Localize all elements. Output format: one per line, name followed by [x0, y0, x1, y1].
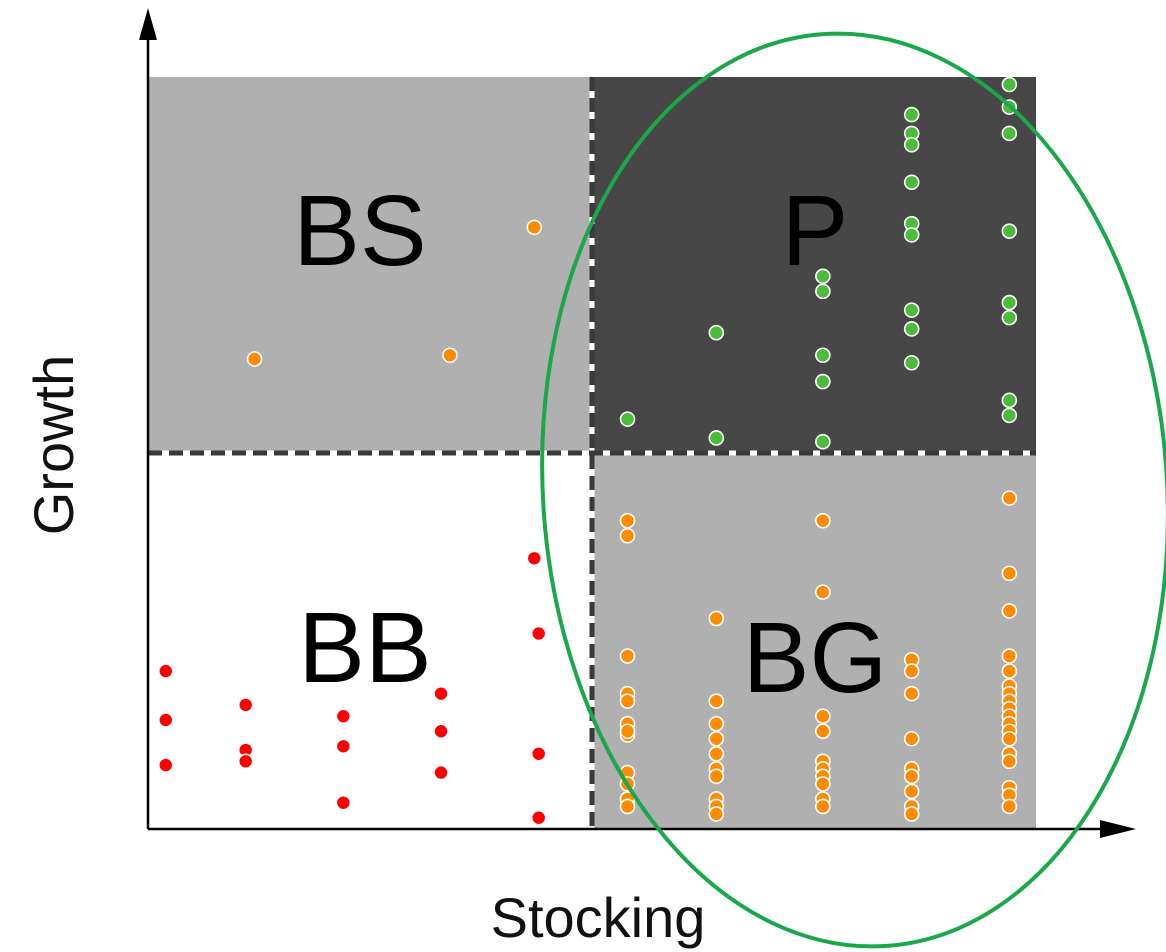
red-point-7: [335, 708, 352, 725]
orange-point-20: [708, 745, 725, 762]
green-point-22: [1001, 294, 1018, 311]
green-point-1: [619, 411, 636, 427]
x-axis-label: Stocking: [491, 886, 706, 949]
orange-point-44: [903, 806, 920, 822]
red-point-16: [530, 809, 547, 826]
orange-point-41: [903, 768, 920, 785]
red-point-6: [237, 753, 254, 770]
green-point-18: [1001, 76, 1018, 93]
orange-point-28: [815, 708, 831, 725]
orange-point-45: [1001, 490, 1018, 506]
quadrant-bg: [592, 453, 1036, 829]
green-point-24: [1001, 392, 1018, 409]
x-axis-arrowhead: [1100, 820, 1136, 838]
orange-point-39: [903, 730, 920, 747]
y-axis-arrowhead: [139, 8, 157, 40]
orange-point-4: [619, 512, 636, 529]
quadrant-bb: [148, 453, 592, 829]
quadrant-labels: BS P BB BG: [293, 175, 887, 714]
orange-point-19: [708, 730, 725, 747]
orange-point-18: [708, 715, 725, 732]
green-point-15: [903, 302, 920, 318]
green-point-25: [1001, 407, 1018, 424]
quadrant-backgrounds: [148, 77, 1036, 829]
green-point-16: [903, 321, 920, 337]
orange-point-26: [815, 512, 831, 529]
green-point-3: [708, 430, 725, 446]
red-point-8: [335, 738, 352, 755]
green-point-4: [815, 268, 831, 285]
orange-point-37: [903, 663, 920, 679]
orange-point-27: [815, 584, 831, 600]
green-point-11: [903, 136, 920, 153]
orange-point-49: [1001, 663, 1018, 679]
orange-point-25: [708, 806, 725, 822]
quadrant-label-bs: BS: [293, 175, 426, 287]
red-point-9: [335, 794, 352, 811]
green-point-21: [1001, 223, 1018, 239]
quadrant-bs: [148, 77, 592, 453]
orange-point-38: [903, 685, 920, 702]
orange-point-6: [619, 648, 636, 664]
red-point-12: [433, 764, 449, 781]
orange-point-46: [1001, 565, 1018, 582]
quadrant-label-p: P: [782, 175, 849, 287]
red-point-13: [526, 550, 543, 567]
orange-point-17: [708, 693, 725, 709]
orange-point-33: [815, 776, 831, 792]
orange-point-48: [1001, 648, 1018, 664]
orange-point-11: [619, 723, 636, 740]
red-point-1: [157, 663, 174, 679]
orange-point-2: [442, 347, 458, 364]
orange-point-8: [619, 693, 636, 709]
red-point-14: [530, 625, 547, 642]
orange-point-1: [246, 351, 263, 367]
quadrant-p: [592, 77, 1036, 453]
orange-point-59: [1001, 753, 1018, 770]
orange-point-5: [619, 527, 636, 544]
red-point-2: [157, 712, 174, 728]
green-point-7: [815, 373, 831, 390]
green-point-14: [903, 227, 920, 243]
axes: [139, 8, 1136, 838]
green-point-9: [903, 106, 920, 123]
green-point-8: [815, 433, 831, 450]
red-point-15: [530, 745, 547, 762]
orange-point-35: [815, 798, 831, 815]
orange-point-15: [619, 798, 636, 815]
green-point-6: [815, 347, 831, 364]
orange-point-62: [1001, 798, 1018, 815]
orange-point-3: [526, 219, 543, 236]
orange-point-42: [903, 783, 920, 800]
green-point-23: [1001, 309, 1018, 326]
quadrant-label-bb: BB: [298, 592, 431, 704]
red-point-3: [157, 757, 174, 773]
green-point-17: [903, 354, 920, 371]
green-point-20: [1001, 125, 1018, 142]
orange-point-47: [1001, 603, 1018, 619]
red-point-10: [433, 685, 449, 702]
quadrant-dividers: [148, 77, 1036, 829]
y-axis-label: Growth: [22, 355, 85, 536]
data-points: [157, 76, 1018, 826]
orange-point-16: [708, 610, 725, 627]
red-point-11: [433, 723, 449, 740]
orange-point-57: [1001, 730, 1018, 747]
green-point-5: [815, 283, 831, 300]
red-point-4: [237, 697, 254, 713]
green-point-12: [903, 174, 920, 191]
orange-point-29: [815, 723, 831, 740]
green-point-2: [708, 324, 725, 341]
highlight-ellipse: [540, 31, 1166, 949]
quadrant-label-bg: BG: [743, 602, 887, 714]
orange-point-22: [708, 768, 725, 785]
